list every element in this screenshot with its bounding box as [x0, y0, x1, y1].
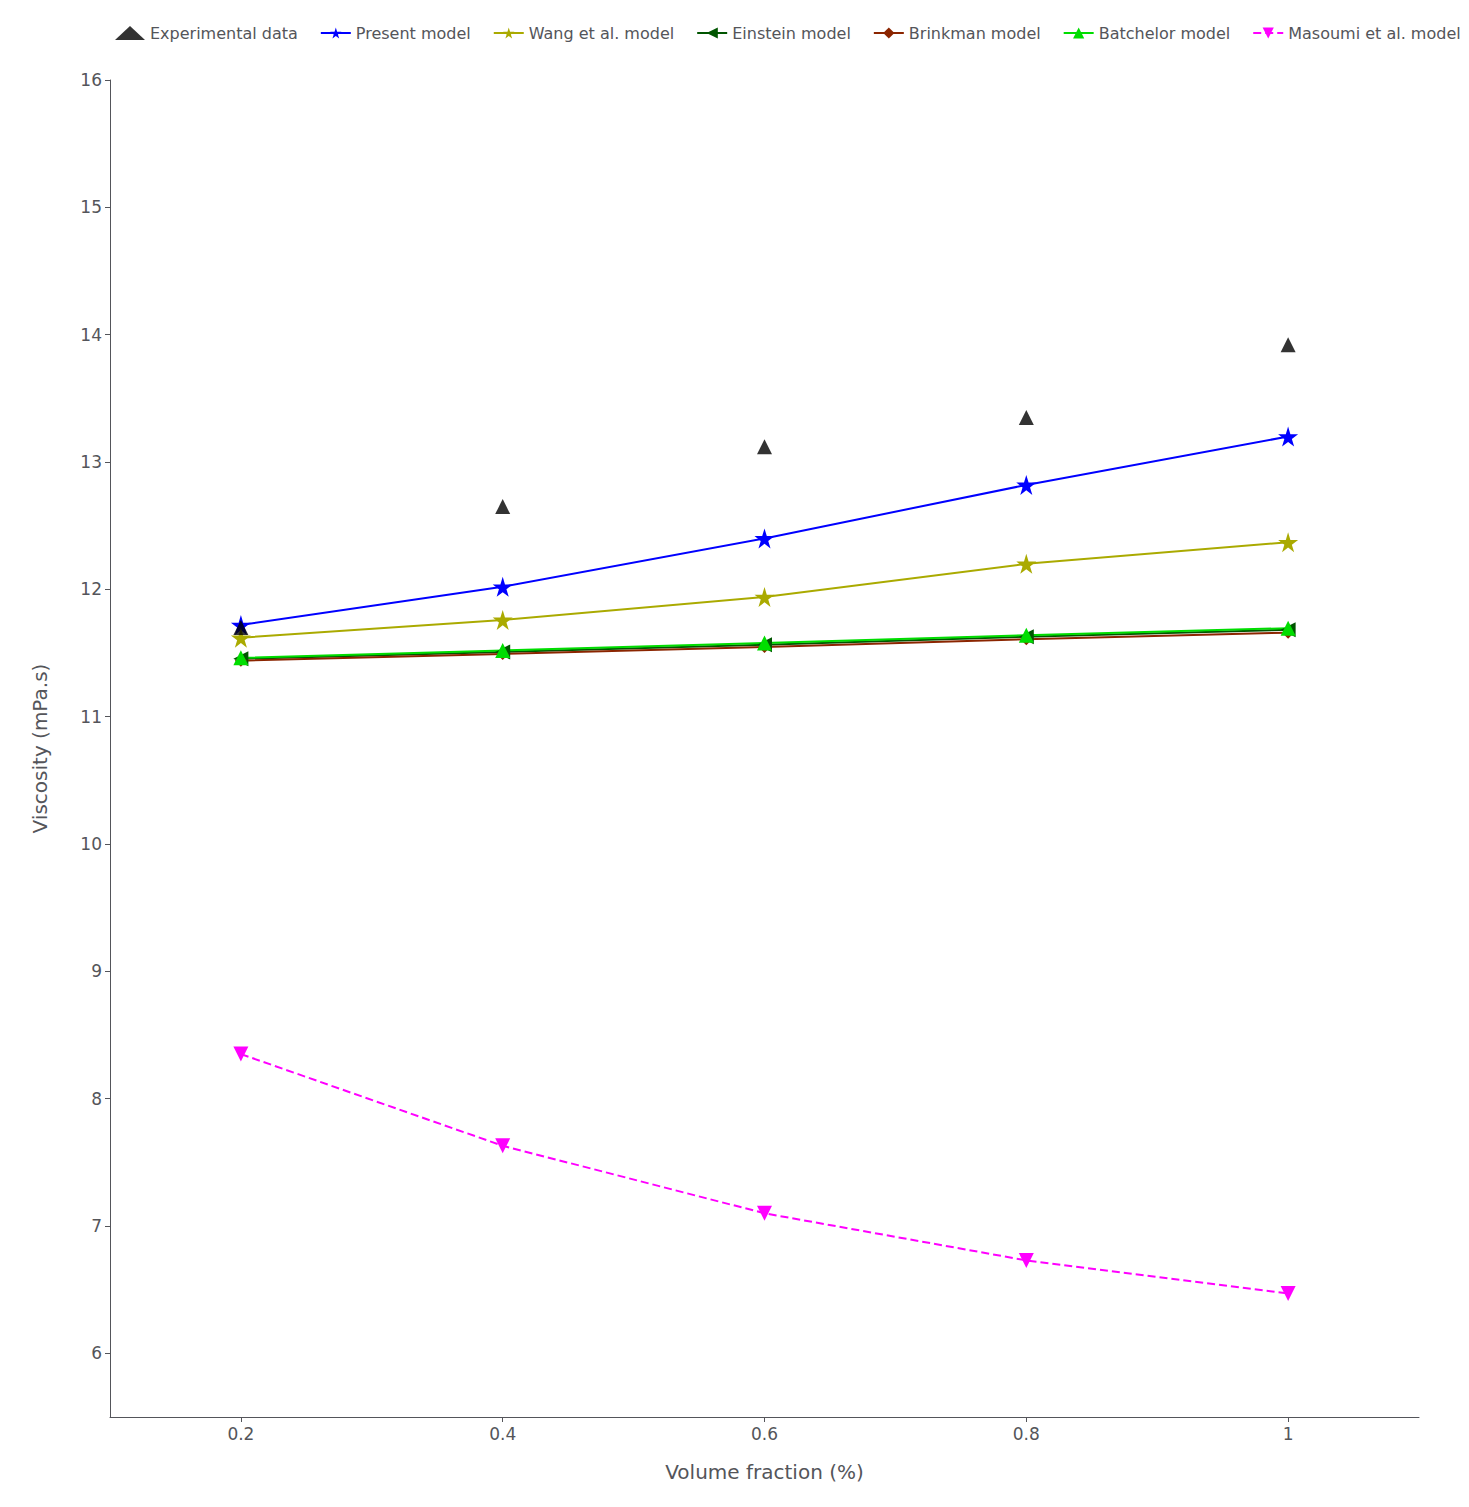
- svg-text:13: 13: [80, 452, 102, 472]
- svg-text:Experimental data: Experimental data: [150, 24, 298, 43]
- svg-text:0.2: 0.2: [227, 1424, 254, 1444]
- svg-text:12: 12: [80, 579, 102, 599]
- svg-text:0.6: 0.6: [751, 1424, 778, 1444]
- svg-text:Batchelor model: Batchelor model: [1099, 24, 1231, 43]
- svg-text:6: 6: [91, 1343, 102, 1363]
- svg-text:10: 10: [80, 834, 102, 854]
- svg-text:Present model: Present model: [356, 24, 471, 43]
- svg-text:15: 15: [80, 197, 102, 217]
- svg-text:0.4: 0.4: [489, 1424, 516, 1444]
- svg-text:Einstein model: Einstein model: [732, 24, 851, 43]
- svg-text:14: 14: [80, 325, 102, 345]
- svg-text:1: 1: [1283, 1424, 1294, 1444]
- svg-text:8: 8: [91, 1089, 102, 1109]
- svg-text:16: 16: [80, 70, 102, 90]
- svg-text:0.8: 0.8: [1013, 1424, 1040, 1444]
- svg-text:9: 9: [91, 961, 102, 981]
- svg-text:Masoumi et al. model: Masoumi et al. model: [1288, 24, 1460, 43]
- svg-text:7: 7: [91, 1216, 102, 1236]
- svg-text:Viscosity (mPa.s): Viscosity (mPa.s): [28, 664, 52, 834]
- svg-text:11: 11: [80, 707, 102, 727]
- svg-text:Volume fraction (%): Volume fraction (%): [665, 1460, 864, 1484]
- svg-text:Wang et al. model: Wang et al. model: [529, 24, 674, 43]
- svg-text:Brinkman model: Brinkman model: [909, 24, 1041, 43]
